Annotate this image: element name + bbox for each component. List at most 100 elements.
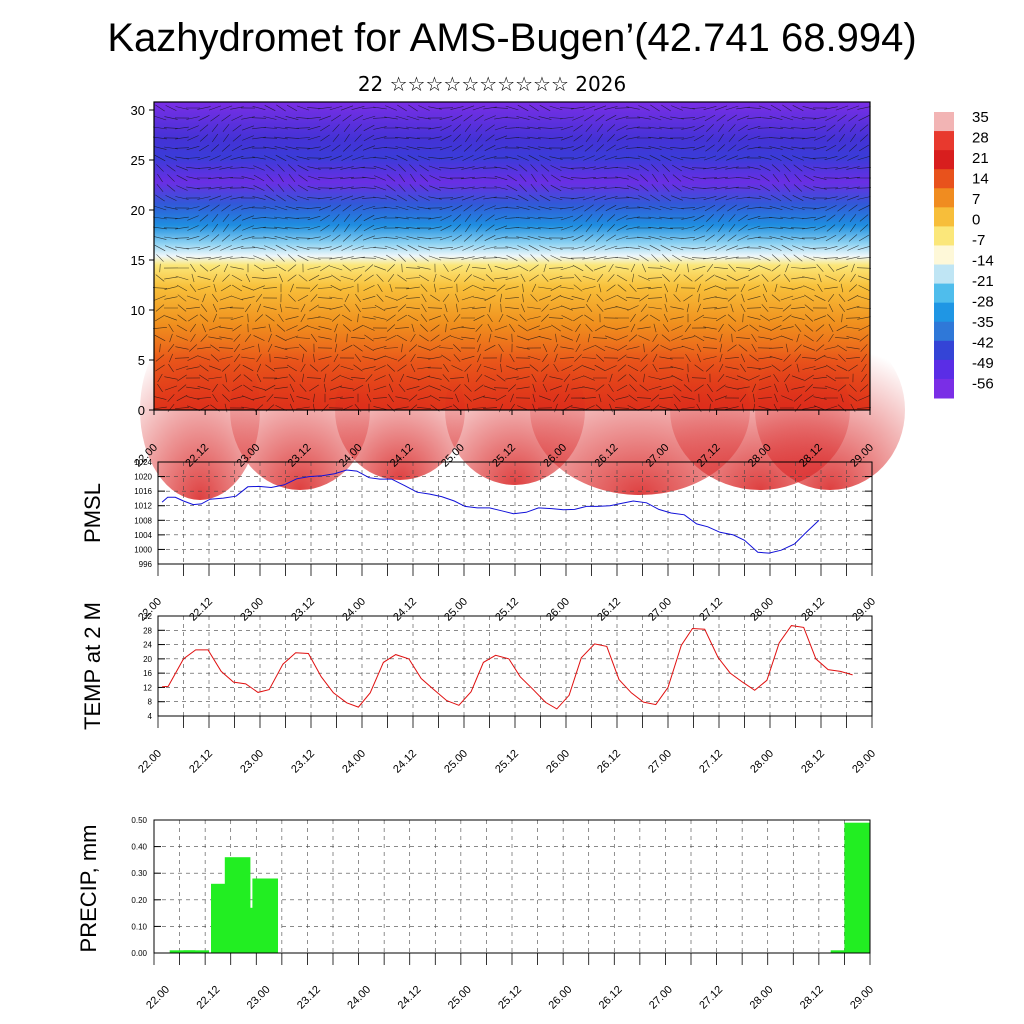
x-tick-label: 24.12 <box>396 984 424 1012</box>
precip-bar <box>183 950 210 953</box>
x-tick-label: 28.00 <box>748 596 776 624</box>
x-tick-label: 23.00 <box>238 748 266 776</box>
x-tick-label: 27.00 <box>646 748 674 776</box>
x-tick-label: 28.12 <box>798 984 826 1012</box>
y-tick-label: 30 <box>131 103 145 118</box>
colorbar-label: -49 <box>972 355 994 372</box>
x-tick-label: 29.00 <box>850 596 878 624</box>
y-tick-label: 1004 <box>134 531 152 540</box>
y-tick-label: 0.30 <box>131 869 147 878</box>
precip-panel: 0.00 0.10 0.20 0.30 0.40 0.50 PRECIP, mm 22.00 2… <box>76 816 876 1012</box>
colorbar-label: -56 <box>972 376 994 393</box>
x-tick-label: 25.00 <box>442 748 470 776</box>
precip-bar <box>169 950 196 953</box>
x-tick-label: 29.00 <box>848 984 876 1012</box>
colorbar-swatch <box>934 112 954 132</box>
x-tick-label: 28.12 <box>799 748 827 776</box>
y-tick-label: 28 <box>143 626 152 635</box>
colorbar-swatch <box>934 150 954 170</box>
x-tick-label: 26.00 <box>544 596 572 624</box>
x-tick-label: 27.12 <box>697 984 725 1012</box>
y-axis-label: TEMP at 2 M <box>80 602 105 730</box>
y-tick-label: 0.50 <box>131 816 147 825</box>
precip-bar <box>844 822 870 953</box>
y-tick-label: 1008 <box>134 516 152 525</box>
x-tick-label: 22.00 <box>144 984 172 1012</box>
y-tick-label: 1012 <box>134 502 152 511</box>
chart-title: Kazhydromet for AMS-Bugen’(42.741 68.994… <box>107 16 917 60</box>
colorbar-label: -42 <box>972 335 994 352</box>
colorbar-swatch <box>934 207 954 227</box>
colorbar-label: 7 <box>972 191 980 208</box>
colorbar-label: -7 <box>972 232 985 249</box>
pmsl-series-line <box>161 469 820 554</box>
x-tick-label: 22.12 <box>187 748 215 776</box>
x-tick-label: 23.00 <box>238 596 266 624</box>
colorbar-swatch <box>934 131 954 151</box>
x-tick-label: 26.00 <box>544 748 572 776</box>
colorbar-label: -21 <box>972 273 994 290</box>
colorbar-swatch <box>934 359 954 380</box>
y-tick-label: 0 <box>138 403 145 418</box>
colorbar-label: -35 <box>972 314 994 331</box>
colorbar-label: 14 <box>972 171 989 188</box>
y-tick-label: 0.00 <box>131 949 147 958</box>
y-tick-label: 4 <box>148 712 153 721</box>
plot-frame <box>157 615 873 717</box>
x-tick-label: 22.12 <box>187 596 215 624</box>
colorbar-swatch <box>934 340 954 361</box>
x-tick-label: 28.00 <box>748 748 776 776</box>
x-tick-label: 25.00 <box>442 596 470 624</box>
y-tick-label: 996 <box>139 560 153 569</box>
colorbar: 35 28 21 14 7 0 -7 -14 -21 -28 -35 -42 -49 -56 <box>934 109 994 399</box>
y-tick-label: 24 <box>143 641 152 650</box>
y-axis-label: PMSL <box>80 483 105 543</box>
y-tick-label: 10 <box>131 303 145 318</box>
x-tick-label: 22.12 <box>194 984 222 1012</box>
y-tick-label: 0.20 <box>131 896 147 905</box>
x-tick-label: 24.12 <box>391 748 419 776</box>
y-tick-label: 0.40 <box>131 843 147 852</box>
x-tick-label: 24.00 <box>340 596 368 624</box>
x-tick-label: 27.12 <box>697 748 725 776</box>
colorbar-swatch <box>934 378 954 399</box>
colorbar-label: -14 <box>972 253 994 270</box>
x-tick-label: 24.12 <box>391 596 419 624</box>
temp-2m-series-line <box>162 625 853 710</box>
y-axis-label: PRECIP, mm <box>76 825 101 953</box>
colorbar-swatch <box>934 302 954 323</box>
x-tick-label: 27.00 <box>647 984 675 1012</box>
x-tick-label: 25.12 <box>493 748 521 776</box>
x-tick-label: 23.12 <box>289 748 317 776</box>
x-tick-label: 22.00 <box>136 748 164 776</box>
colorbar-swatch <box>934 188 954 208</box>
y-tick-label: 20 <box>131 203 145 218</box>
plot-frame <box>153 819 871 954</box>
y-tick-label: 0.10 <box>131 922 147 931</box>
x-tick-label: 25.12 <box>493 596 521 624</box>
x-tick-label: 23.12 <box>295 984 323 1012</box>
y-tick-label: 25 <box>131 153 145 168</box>
x-tick-label: 23.00 <box>245 984 273 1012</box>
precip-bar <box>252 878 278 953</box>
x-tick-label: 24.00 <box>345 984 373 1012</box>
y-tick-label: 1016 <box>134 487 152 496</box>
x-tick-label: 28.12 <box>799 596 827 624</box>
y-tick-label: 16 <box>143 669 152 678</box>
colorbar-label: 35 <box>972 109 989 126</box>
y-tick-label: 32 <box>143 612 152 621</box>
x-tick-label: 27.00 <box>646 596 674 624</box>
x-tick-label: 27.12 <box>697 596 725 624</box>
colorbar-swatch <box>934 226 954 246</box>
y-tick-label: 20 <box>143 655 152 664</box>
y-tick-label: 12 <box>143 683 152 692</box>
y-tick-label: 1020 <box>134 473 152 482</box>
wind-arrow-paths <box>152 104 872 413</box>
colorbar-swatch <box>934 169 954 189</box>
colorbar-swatch <box>934 321 954 342</box>
x-tick-label: 23.12 <box>289 596 317 624</box>
x-tick-label: 26.12 <box>595 748 623 776</box>
colorbar-label: 0 <box>972 212 980 229</box>
